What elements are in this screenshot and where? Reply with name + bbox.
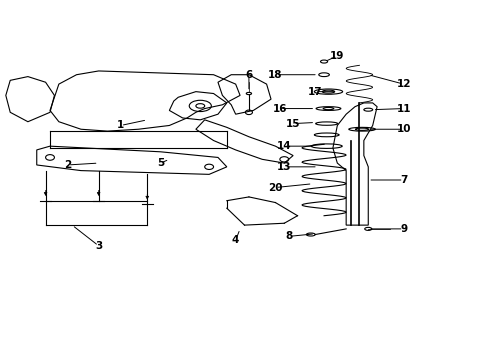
Text: 17: 17 bbox=[307, 87, 322, 96]
Text: 2: 2 bbox=[64, 160, 71, 170]
Text: 7: 7 bbox=[399, 175, 407, 185]
Text: 13: 13 bbox=[277, 162, 291, 172]
Text: 5: 5 bbox=[157, 158, 164, 168]
Text: 16: 16 bbox=[272, 104, 286, 113]
Text: 15: 15 bbox=[285, 118, 300, 129]
Text: 4: 4 bbox=[231, 235, 239, 245]
Text: 14: 14 bbox=[276, 141, 291, 151]
Text: 10: 10 bbox=[396, 124, 410, 134]
Text: 3: 3 bbox=[95, 241, 102, 251]
Text: 6: 6 bbox=[245, 70, 252, 80]
Text: 8: 8 bbox=[285, 231, 292, 242]
Text: 20: 20 bbox=[267, 183, 282, 193]
Text: 9: 9 bbox=[399, 224, 407, 234]
Text: 18: 18 bbox=[267, 70, 282, 80]
Text: 11: 11 bbox=[396, 104, 410, 113]
Text: 1: 1 bbox=[117, 121, 124, 130]
Text: 19: 19 bbox=[329, 51, 344, 61]
Text: 12: 12 bbox=[396, 79, 410, 89]
